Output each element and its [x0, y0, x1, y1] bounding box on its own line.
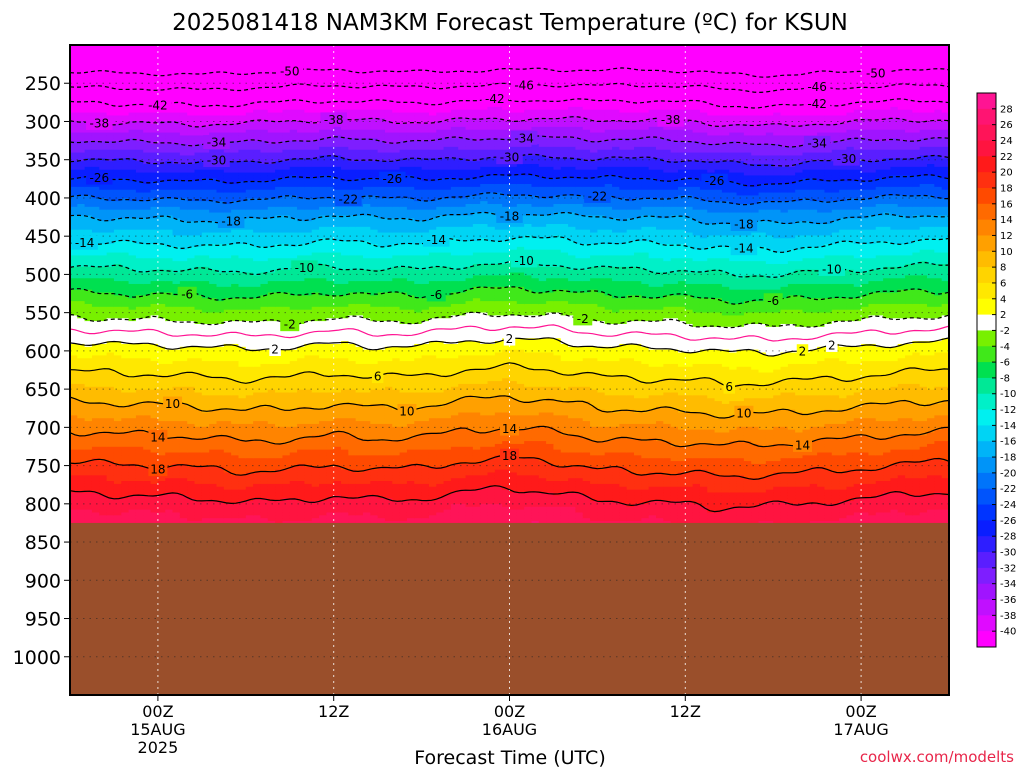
chart-title: 2025081418 NAM3KM Forecast Temperature (… — [172, 10, 848, 36]
plot-area: -50 -50-46 -46-42 -42 -42-38 -38 -38-34 -34 -34-… — [70, 41, 950, 695]
